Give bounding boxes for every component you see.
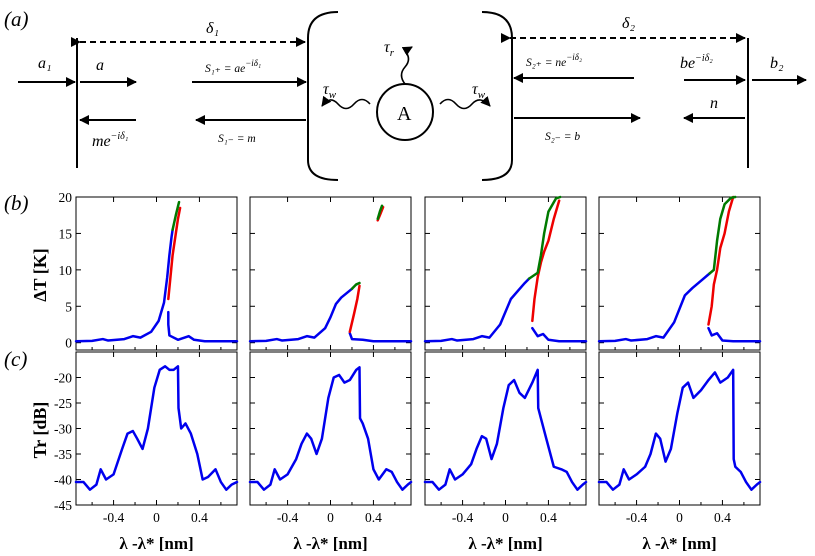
delta-t-ytick-label: 10 — [59, 263, 73, 278]
transmission-ytick-label: -30 — [54, 422, 72, 437]
delta2-label: δ₂ — [622, 15, 635, 32]
delta-t-blue-lower-curve — [531, 326, 588, 343]
transmission-subplot-1: -45 -40 -35 -30 -25 -20 -0.4 0 0.4 λ -λ* [nm] — [54, 351, 239, 553]
delta-t-blue-upper-curve — [423, 277, 531, 343]
transmission-subplot-2: -0.4 0 0.4 λ -λ* [nm] — [248, 351, 413, 553]
tau-r-label: τr — [384, 39, 395, 59]
n-label: n — [710, 95, 718, 112]
panel-b-label: (b) — [4, 191, 29, 215]
panel-a-label: (a) — [4, 7, 29, 31]
delta-t-subplot-3 — [423, 195, 588, 351]
resonator-label: A — [397, 103, 412, 125]
transmission-xtick-label: 0 — [502, 510, 509, 525]
delta-t-red-curve — [167, 206, 182, 301]
delta-t-ytick-label: 0 — [65, 336, 72, 351]
transmission-curve — [597, 368, 762, 491]
transmission-xtick-label: -0.4 — [452, 510, 474, 525]
left-bracket — [307, 11, 339, 181]
transmission-ytick-label: -40 — [54, 473, 72, 488]
delta-t-green-curve — [350, 281, 361, 291]
be-label: be−iδ₂ — [680, 53, 713, 72]
delta-t-blue-upper-curve — [597, 272, 711, 343]
transmission-ytick-label: -45 — [54, 498, 72, 513]
transmission-xtick-label: -0.4 — [626, 510, 648, 525]
delta-t-red-curve — [707, 195, 735, 326]
delta-t-blue-lower-curve — [707, 326, 762, 343]
delta-t-axes-frame-3 — [424, 196, 587, 351]
delta-t-axes-frame-1 — [75, 196, 238, 351]
ylabel-b: ΔT [K] — [30, 248, 50, 301]
s1-minus-label: S₁₋ = m — [218, 133, 256, 145]
delta-t-axes-frame-2 — [249, 196, 412, 351]
xlabel-2: λ -λ* [nm] — [293, 534, 367, 553]
xlabel-4: λ -λ* [nm] — [642, 534, 716, 553]
transmission-curve — [74, 365, 239, 491]
transmission-axes-frame-3 — [424, 351, 587, 506]
delta-t-blue-lower-curve — [348, 331, 413, 343]
s2-minus-label: S₂₋ = b — [545, 131, 580, 143]
delta-t-subplot-1: 0 5 10 15 20 — [59, 190, 239, 351]
transmission-subplot-4: -0.4 0 0.4 λ -λ* [nm] — [597, 351, 762, 553]
delta-t-subplot-2 — [248, 196, 413, 351]
xlabel-1: λ -λ* [nm] — [119, 534, 193, 553]
transmission-ytick-label: -35 — [54, 447, 72, 462]
ylabel-c: Tr [dB] — [30, 402, 50, 459]
delta-t-ytick-label: 15 — [59, 226, 73, 241]
b2-label: b₂ — [770, 55, 784, 72]
delta-t-green-curve — [527, 195, 562, 280]
transmission-curve — [423, 368, 588, 491]
a1-label: a₁ — [38, 55, 52, 72]
tau-r-arrow — [400, 46, 413, 85]
transmission-xtick-label: 0.4 — [540, 510, 557, 525]
delta-t-ytick-label: 5 — [65, 299, 72, 314]
delta-t-subplot-4 — [597, 195, 762, 351]
transmission-xtick-label: 0.4 — [365, 510, 382, 525]
schematic-panel: (a) δ₁ δ₂ a₁ a me−iδ₁ S₁₊ = ae−iδ₁ S₁₋ =… — [4, 7, 807, 181]
delta-t-blue-upper-curve — [74, 228, 174, 343]
transmission-xtick-label: 0.4 — [191, 510, 208, 525]
delta-t-blue-lower-curve — [167, 310, 239, 343]
xlabel-3: λ -λ* [nm] — [468, 534, 542, 553]
transmission-xtick-label: 0.4 — [714, 510, 731, 525]
transmission-axes-frame-1 — [75, 351, 238, 506]
delta-t-ytick-label: 20 — [59, 190, 73, 205]
delta-t-green-curve — [376, 204, 384, 221]
delta1-label: δ₁ — [206, 20, 219, 37]
me-label: me−iδ₁ — [92, 131, 128, 150]
delta-t-red-curve — [531, 199, 561, 323]
transmission-xtick-label: 0 — [676, 510, 683, 525]
delta-t-axes-frame-4 — [598, 196, 761, 351]
right-bracket — [481, 11, 513, 181]
a-label: a — [96, 57, 104, 74]
tau-w-right-arrow — [439, 95, 491, 110]
transmission-xtick-label: 0 — [153, 510, 160, 525]
transmission-xtick-label: -0.4 — [277, 510, 299, 525]
transmission-xtick-label: -0.4 — [103, 510, 125, 525]
transmission-subplot-3: -0.4 0 0.4 λ -λ* [nm] — [423, 351, 588, 553]
s1-plus-label: S₁₊ = ae−iδ₁ — [205, 58, 261, 75]
delta-t-green-curve — [708, 195, 737, 275]
delta-t-blue-upper-curve — [248, 287, 354, 343]
delta-t-red-curve — [348, 284, 361, 334]
transmission-axes-frame-2 — [249, 351, 412, 506]
transmission-ytick-label: -20 — [54, 371, 72, 386]
s2-plus-label: S₂₊ = ne−iδ₂ — [526, 52, 582, 69]
delta-t-green-curve — [171, 200, 181, 232]
transmission-ytick-label: -25 — [54, 396, 72, 411]
transmission-xtick-label: 0 — [327, 510, 334, 525]
plots-area: 0 5 10 15 20 -45 -40 -35 -30 -25 -20 -0.4 0 0.4 λ -λ* … — [54, 190, 762, 553]
tau-w-right-label: τw — [472, 81, 486, 101]
transmission-axes-frame-4 — [598, 351, 761, 506]
panel-c-label: (c) — [4, 347, 27, 371]
tau-w-left-arrow — [321, 95, 371, 110]
tau-w-left-label: τw — [323, 81, 337, 101]
transmission-curve — [248, 366, 413, 491]
